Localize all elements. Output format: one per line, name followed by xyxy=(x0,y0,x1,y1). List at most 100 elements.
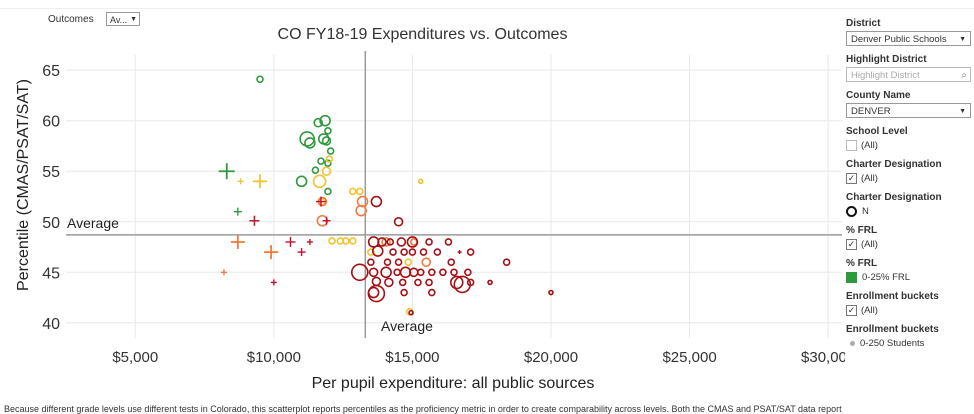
circle-marker xyxy=(400,248,408,256)
footnote: Because different grade levels use diffe… xyxy=(4,404,842,414)
highlight-placeholder: Highlight District xyxy=(851,70,920,81)
plus-marker xyxy=(237,178,244,185)
charter-legend-item: N xyxy=(846,206,971,217)
circle-marker xyxy=(428,268,436,277)
charter-filter[interactable]: ✓ (All) xyxy=(846,173,971,184)
circle-marker xyxy=(410,238,418,246)
circle-marker xyxy=(328,237,336,245)
enrollment-legend-item: 0-250 Students xyxy=(846,338,971,349)
county-title: County Name xyxy=(846,90,911,101)
y-tick-label: 60 xyxy=(42,114,60,131)
axis-ticks: $5,000 $10,000 $15,000 $20,000 $25,000 $30,00… xyxy=(42,63,845,366)
frl-value: (All) xyxy=(861,239,878,250)
filter-sidebar: District Denver Public Schools ▼ Highligh… xyxy=(846,16,971,357)
school-level-filter[interactable]: (All) xyxy=(846,140,971,151)
checkbox-checked-icon[interactable]: ✓ xyxy=(846,239,857,250)
outcomes-select-value: Av... xyxy=(110,15,128,25)
green-swatch-icon xyxy=(846,272,857,283)
y-tick-label: 65 xyxy=(42,63,60,80)
enrollment-legend-value: 0-250 Students xyxy=(860,338,925,349)
county-select-value: DENVER xyxy=(851,106,891,117)
circle-marker xyxy=(368,267,379,278)
circle-marker xyxy=(384,277,394,288)
plus-marker xyxy=(297,248,306,257)
chevron-down-icon: ▼ xyxy=(959,108,966,115)
circle-marker xyxy=(449,275,464,290)
frl-title: % FRL xyxy=(846,225,878,236)
county-select[interactable]: DENVER ▼ xyxy=(846,103,971,118)
circle-marker xyxy=(324,127,332,135)
average-x-label: Average xyxy=(381,318,433,334)
circle-marker xyxy=(466,248,475,256)
circle-marker xyxy=(321,136,332,146)
circle-marker xyxy=(371,276,382,287)
plus-marker xyxy=(230,234,245,249)
plus-marker xyxy=(457,250,462,255)
circle-marker xyxy=(312,174,327,189)
chevron-down-icon: ▼ xyxy=(959,36,966,43)
circle-marker xyxy=(311,166,320,175)
plus-marker xyxy=(233,207,242,216)
circle-marker xyxy=(433,248,442,256)
plus-marker xyxy=(322,216,331,225)
frl-legend-value: 0-25% FRL xyxy=(862,272,911,283)
checkbox-checked-icon[interactable]: ✓ xyxy=(846,305,857,316)
circle-marker xyxy=(377,237,387,247)
x-tick-label: $25,000 xyxy=(662,349,716,366)
circle-marker xyxy=(444,238,453,246)
outcomes-select[interactable]: Av... ▼ xyxy=(106,12,140,26)
circle-marker xyxy=(380,266,392,279)
circle-marker xyxy=(393,216,404,227)
circle-marker xyxy=(398,278,407,287)
district-select[interactable]: Denver Public Schools ▼ xyxy=(846,31,971,46)
top-divider xyxy=(0,8,974,9)
plus-marker xyxy=(285,236,296,247)
circle-marker xyxy=(408,309,414,316)
circle-marker xyxy=(447,258,456,266)
circle-marker xyxy=(394,258,403,266)
charter-title: Charter Designation xyxy=(846,159,942,170)
circle-marker xyxy=(466,278,475,287)
circle-marker xyxy=(439,268,447,277)
x-tick-label: $5,000 xyxy=(112,349,158,366)
circle-marker xyxy=(349,237,357,245)
charter-legend-value: N xyxy=(862,206,869,217)
circle-marker xyxy=(304,137,316,149)
circle-marker xyxy=(502,258,511,266)
x-tick-label: $15,000 xyxy=(385,349,439,366)
scatter-chart: $5,000 $10,000 $15,000 $20,000 $25,000 $30,00… xyxy=(15,51,845,392)
average-y-label: Average xyxy=(67,215,119,231)
enrollment-filter[interactable]: ✓ (All) xyxy=(846,305,971,316)
district-select-value: Denver Public Schools xyxy=(851,34,947,45)
x-axis-label: Per pupil expenditure: all public source… xyxy=(312,375,595,392)
checkbox-checked-icon[interactable]: ✓ xyxy=(846,173,857,184)
circle-marker xyxy=(414,278,422,287)
circle-marker xyxy=(381,237,391,247)
highlight-district-input[interactable]: Highlight District ⌕ xyxy=(846,67,971,82)
plus-marker xyxy=(220,269,227,276)
circle-marker xyxy=(383,258,392,266)
circle-marker xyxy=(367,284,386,303)
circle-marker xyxy=(342,237,350,245)
circle-marker xyxy=(256,75,264,84)
grid xyxy=(66,55,842,338)
plus-marker xyxy=(264,245,279,260)
data-points xyxy=(218,75,554,316)
small-dot-icon xyxy=(850,341,855,346)
circle-marker xyxy=(464,268,472,277)
circle-marker xyxy=(317,157,325,165)
plus-marker xyxy=(306,238,313,245)
circle-marker xyxy=(416,268,425,277)
school-level-value: (All) xyxy=(861,140,878,151)
circle-marker xyxy=(370,195,383,208)
charter-legend-title: Charter Designation xyxy=(846,192,942,203)
circle-marker xyxy=(371,245,384,257)
circle-marker xyxy=(396,237,407,247)
plus-marker xyxy=(249,215,260,226)
frl-filter[interactable]: ✓ (All) xyxy=(846,239,971,250)
x-tick-label: $30,000 xyxy=(801,349,845,366)
y-tick-label: 45 xyxy=(42,265,60,282)
checkbox-icon[interactable] xyxy=(846,140,857,151)
highlight-title: Highlight District xyxy=(846,54,927,65)
circle-marker xyxy=(450,268,458,277)
